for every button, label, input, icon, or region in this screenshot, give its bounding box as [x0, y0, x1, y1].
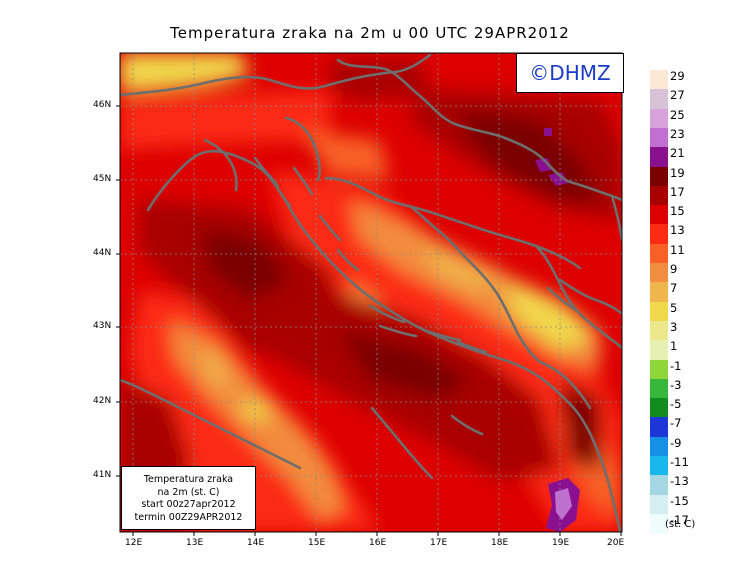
y-tick-label: 45N	[93, 174, 112, 184]
y-tick-label: 44N	[93, 248, 112, 258]
y-tick-label: 41N	[93, 470, 112, 480]
legend-label: -3	[670, 377, 682, 392]
x-tick-label: 20E	[607, 538, 625, 548]
temperature-field	[120, 53, 622, 532]
info-line: na 2m (st. C)	[157, 486, 220, 498]
legend-label: 23	[670, 126, 685, 141]
legend-label: -15	[670, 493, 689, 508]
x-tick-label: 16E	[369, 538, 387, 548]
legend-label: 15	[670, 204, 685, 219]
legend-label: 13	[670, 223, 685, 238]
legend-label: 29	[670, 69, 685, 83]
legend-swatch	[650, 108, 668, 129]
legend-label: 17	[670, 184, 685, 199]
legend-swatch	[650, 224, 668, 245]
legend-label: 21	[670, 146, 685, 161]
legend-swatch	[650, 513, 668, 534]
legend-swatch	[650, 166, 668, 187]
legend-swatch	[650, 263, 668, 283]
legend-swatch	[650, 185, 668, 206]
legend-label: -7	[670, 416, 682, 431]
legend-swatch	[650, 456, 668, 476]
legend-swatch	[650, 89, 668, 110]
legend-swatch	[650, 378, 668, 399]
legend-swatch	[650, 320, 668, 341]
legend-swatch	[650, 301, 668, 322]
legend-swatch	[650, 475, 668, 496]
x-tick-label: 18E	[491, 538, 509, 548]
y-tick-label: 43N	[93, 321, 112, 331]
legend-swatch	[650, 70, 668, 90]
legend-label: 25	[670, 107, 685, 122]
legend-swatch	[650, 398, 668, 418]
legend-label: 5	[670, 300, 678, 315]
legend-label: 7	[670, 281, 678, 296]
legend-swatch	[650, 359, 668, 380]
legend-label: -9	[670, 435, 682, 450]
y-tick-label: 42N	[93, 396, 112, 406]
legend-swatch	[650, 494, 668, 515]
legend-units: (st. C)	[665, 519, 696, 530]
x-tick-label: 17E	[430, 538, 448, 548]
legend-label: -11	[670, 455, 689, 469]
legend-swatch	[650, 243, 668, 264]
y-tick-label: 46N	[93, 100, 112, 110]
info-box: Temperatura zraka na 2m (st. C) start 00…	[121, 466, 256, 530]
legend-label: -17	[670, 512, 689, 527]
legend-swatch	[650, 417, 668, 438]
x-tick-label: 15E	[308, 538, 326, 548]
legend-label: 11	[670, 242, 685, 257]
legend-label: 27	[670, 88, 685, 103]
x-tick-label: 14E	[247, 538, 265, 548]
legend-swatch	[650, 340, 668, 360]
legend-label: 3	[670, 319, 678, 334]
x-tick-label: 19E	[552, 538, 570, 548]
info-line: start 00z27apr2012	[141, 499, 236, 510]
info-line: termin 00Z29APR2012	[134, 511, 243, 523]
map-title: Temperatura zraka na 2m u 00 UTC 29APR20…	[170, 24, 570, 42]
x-tick-label: 13E	[186, 538, 204, 548]
x-tick-label: 12E	[125, 538, 143, 548]
legend-swatch	[650, 147, 668, 167]
info-line: Temperatura zraka	[143, 474, 234, 485]
legend-label: -1	[670, 358, 682, 373]
legend-label: 9	[670, 262, 678, 276]
legend-swatch	[650, 205, 668, 225]
legend-label: -5	[670, 397, 682, 412]
legend-swatch	[650, 436, 668, 457]
legend-label: -13	[670, 474, 689, 489]
legend-swatch	[650, 127, 668, 148]
legend-label: 19	[670, 165, 685, 180]
legend-swatch	[650, 282, 668, 303]
dhmz-logo: ©DHMZ	[516, 53, 624, 93]
legend-label: 1	[670, 339, 678, 354]
